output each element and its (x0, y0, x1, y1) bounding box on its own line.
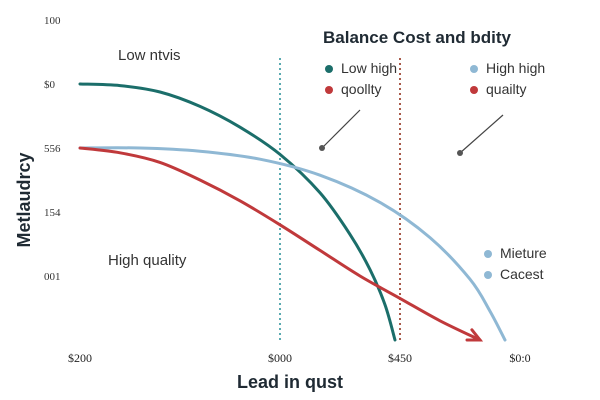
legend-marker (470, 65, 478, 73)
annotation-label: High quality (108, 252, 187, 269)
leader-line (459, 114, 504, 154)
y-tick-label: 556 (44, 143, 61, 155)
y-tick-label: 154 (44, 207, 61, 219)
x-tick-label: $200 (68, 351, 92, 365)
legend-layer: Low high qoollty High high quailty Mieture Ca… (325, 60, 547, 282)
x-tick-label: $450 (388, 351, 412, 365)
y-tick-label: $0 (44, 79, 56, 91)
series-line-2 (78, 146, 482, 342)
legend-marker (470, 86, 478, 94)
vertical-lines-layer (279, 58, 401, 340)
legend-marker (325, 86, 333, 94)
y-tick-label: 100 (44, 15, 61, 27)
series-layer (78, 82, 507, 342)
y-tick-label: 001 (44, 271, 61, 283)
y-axis-label: Metlaudrcy (14, 152, 34, 247)
legend-label: quailty (486, 81, 526, 97)
ticks-layer: 100 $0 556 154 001 $200 $000 $450 $0:0 (44, 15, 531, 365)
legend-marker (484, 250, 492, 258)
text-layer: Balance Cost and bdity Lead in qust Metlau… (14, 28, 512, 392)
legend-label: Cacest (500, 266, 544, 282)
legend-marker (484, 271, 492, 279)
leader-line (321, 109, 361, 149)
leader-dot (319, 145, 325, 151)
series-arrowhead-2 (465, 328, 484, 342)
legend-marker (325, 65, 333, 73)
leader-dot (457, 150, 463, 156)
chart-title: Balance Cost and bdity (323, 28, 512, 47)
legend-label: Low high (341, 60, 397, 76)
legend-label: Mieture (500, 245, 547, 261)
series-line-0 (78, 82, 397, 342)
series-line-1 (78, 146, 507, 342)
x-tick-label: $0:0 (509, 351, 530, 365)
legend-label: High high (486, 60, 545, 76)
x-tick-label: $000 (268, 351, 292, 365)
legend-label: qoollty (341, 81, 381, 97)
annotation-label: Low ntvis (118, 47, 181, 64)
x-axis-label: Lead in qust (237, 372, 343, 392)
